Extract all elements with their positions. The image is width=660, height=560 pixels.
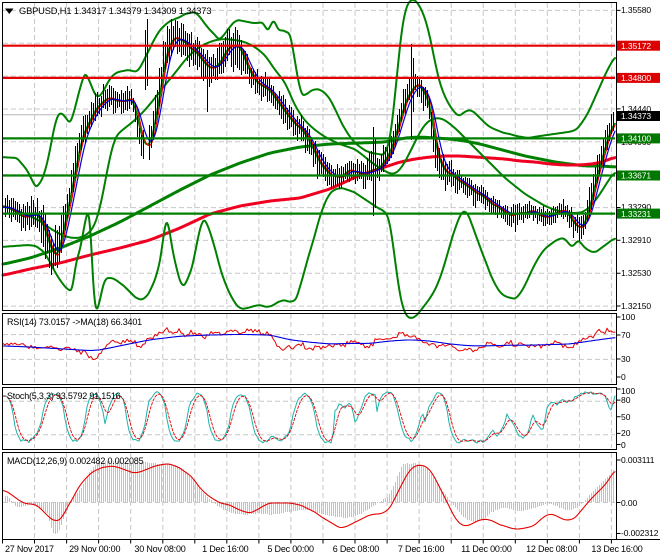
- svg-text:1.34800: 1.34800: [621, 73, 651, 83]
- svg-text:1.33290: 1.33290: [621, 202, 651, 212]
- svg-text:1.32150: 1.32150: [621, 301, 651, 311]
- svg-text:GBPUSD,H1 1.34317 1.34379 1.3: GBPUSD,H1 1.34317 1.34379 1.34309 1.3437…: [19, 6, 211, 16]
- svg-text:29 Nov 00:00: 29 Nov 00:00: [69, 544, 120, 554]
- svg-text:13 Dec 16:00: 13 Dec 16:00: [591, 544, 642, 554]
- svg-text:7 Dec 16:00: 7 Dec 16:00: [398, 544, 445, 554]
- svg-text:0.00: 0.00: [621, 498, 638, 508]
- svg-text:27 Nov 2017: 27 Nov 2017: [5, 544, 54, 554]
- svg-text:Stoch(5,3,3) 93.5792 91.1516: Stoch(5,3,3) 93.5792 91.1516: [7, 391, 121, 401]
- svg-text:0: 0: [621, 372, 626, 382]
- svg-text:1.34100: 1.34100: [621, 134, 651, 144]
- svg-text:0.003111: 0.003111: [621, 455, 655, 465]
- svg-text:100: 100: [621, 386, 635, 396]
- svg-text:6 Dec 08:00: 6 Dec 08:00: [333, 544, 380, 554]
- svg-text:30 Nov 08:00: 30 Nov 08:00: [134, 544, 185, 554]
- svg-text:1.34440: 1.34440: [621, 104, 651, 114]
- svg-text:1.33231: 1.33231: [621, 209, 651, 219]
- svg-text:1.32910: 1.32910: [621, 235, 651, 245]
- svg-text:50: 50: [621, 412, 631, 422]
- svg-text:100: 100: [621, 312, 635, 322]
- svg-text:MACD(12,26,9) 0.002482 0.00208: MACD(12,26,9) 0.002482 0.002085: [7, 456, 144, 466]
- svg-text:1 Dec 16:00: 1 Dec 16:00: [202, 544, 249, 554]
- svg-text:20: 20: [621, 428, 631, 438]
- svg-text:70: 70: [621, 330, 631, 340]
- svg-text:RSI(14) 73.0157 ->MA(18) 66.3: RSI(14) 73.0157 ->MA(18) 66.3401: [7, 317, 142, 327]
- svg-text:1.32530: 1.32530: [621, 268, 651, 278]
- svg-text:0: 0: [621, 440, 626, 450]
- svg-text:30: 30: [621, 354, 631, 364]
- svg-text:1.35172: 1.35172: [621, 41, 651, 51]
- svg-text:12 Dec 08:00: 12 Dec 08:00: [526, 544, 577, 554]
- svg-text:1.33671: 1.33671: [621, 171, 651, 181]
- svg-text:5 Dec 00:00: 5 Dec 00:00: [267, 544, 314, 554]
- svg-text:80: 80: [621, 395, 631, 405]
- svg-text:1.34373: 1.34373: [621, 111, 651, 121]
- svg-text:1.35580: 1.35580: [621, 5, 651, 15]
- svg-text:11 Dec 00:00: 11 Dec 00:00: [461, 544, 512, 554]
- svg-text:-0.002312: -0.002312: [621, 528, 659, 538]
